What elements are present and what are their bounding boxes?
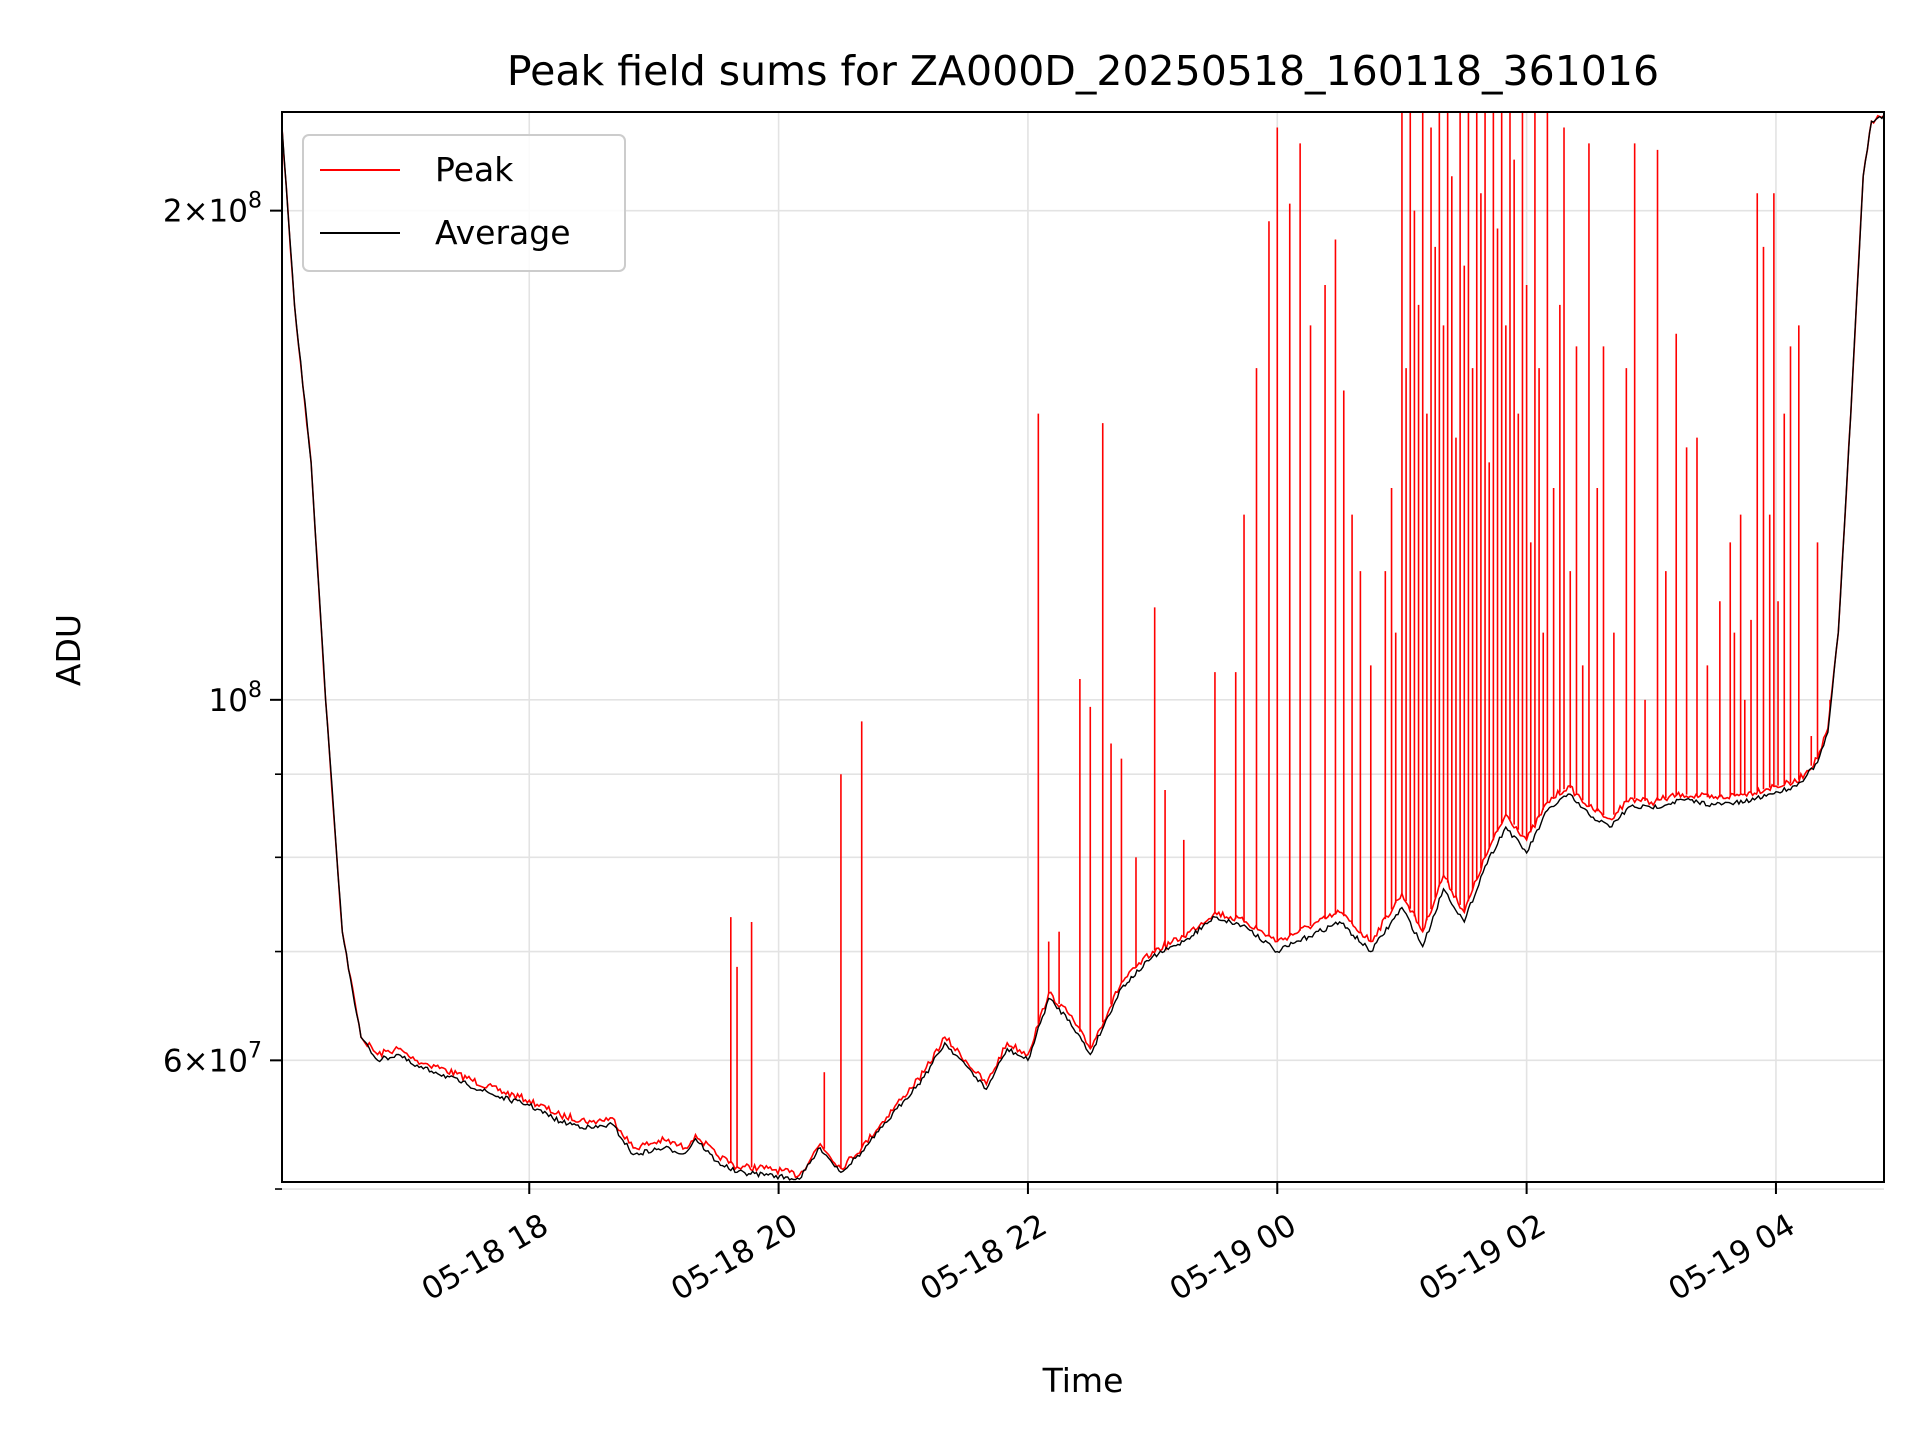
series-peak (282, 112, 1884, 1179)
plot-frame (281, 111, 1885, 1183)
y-tick-label: 6×107 (163, 1038, 262, 1079)
grid (282, 112, 1884, 1190)
plot-series (282, 112, 1884, 1181)
series-line-peak (282, 114, 1884, 1179)
x-axis-title: Time (1042, 1361, 1124, 1400)
y-tick-label: 2×108 (163, 189, 262, 230)
series-average (282, 114, 1884, 1181)
legend: Peak Average (302, 134, 626, 272)
chart-title: Peak field sums for ZA000D_20250518_1601… (507, 47, 1659, 95)
y-axis-title: ADU (49, 614, 88, 686)
series-line-average (282, 114, 1884, 1181)
legend-label-average: Average (435, 213, 571, 252)
legend-label-peak: Peak (435, 150, 514, 189)
